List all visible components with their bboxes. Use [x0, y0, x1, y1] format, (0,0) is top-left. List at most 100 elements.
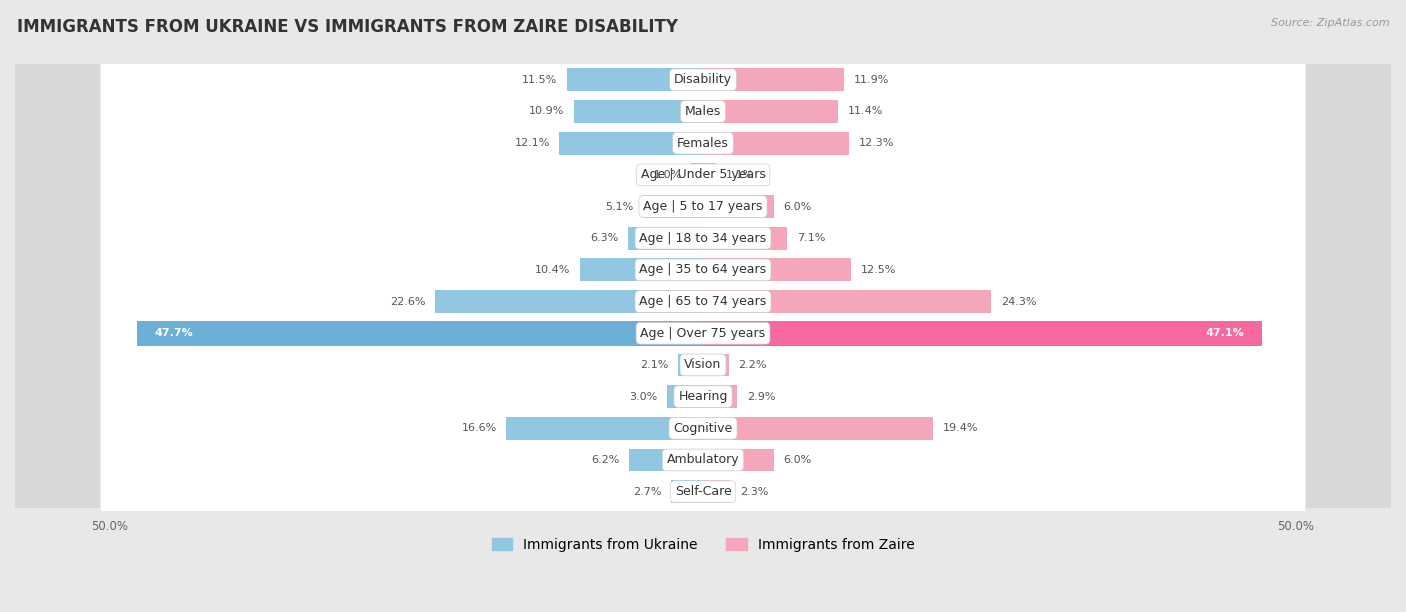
FancyBboxPatch shape	[100, 280, 1306, 323]
Text: 47.1%: 47.1%	[1205, 328, 1244, 338]
Bar	[671, 480, 703, 503]
Text: IMMIGRANTS FROM UKRAINE VS IMMIGRANTS FROM ZAIRE DISABILITY: IMMIGRANTS FROM UKRAINE VS IMMIGRANTS FR…	[17, 18, 678, 36]
Text: 5.1%: 5.1%	[605, 201, 633, 212]
Text: 2.9%: 2.9%	[747, 392, 775, 401]
Bar	[703, 480, 730, 503]
Bar	[138, 321, 703, 346]
Bar	[15, 191, 1391, 222]
FancyBboxPatch shape	[100, 58, 1306, 102]
Text: Ambulatory: Ambulatory	[666, 453, 740, 466]
Text: Males: Males	[685, 105, 721, 118]
Text: Self-Care: Self-Care	[675, 485, 731, 498]
Bar	[506, 417, 703, 439]
Bar	[15, 95, 1391, 127]
Text: 11.4%: 11.4%	[848, 106, 883, 116]
Text: Females: Females	[678, 136, 728, 150]
Bar	[668, 385, 703, 408]
Text: 6.0%: 6.0%	[783, 201, 811, 212]
Bar	[703, 69, 844, 91]
Text: Source: ZipAtlas.com: Source: ZipAtlas.com	[1271, 18, 1389, 28]
Text: 2.1%: 2.1%	[640, 360, 669, 370]
FancyBboxPatch shape	[100, 375, 1306, 419]
Text: 16.6%: 16.6%	[461, 424, 496, 433]
Text: Age | 65 to 74 years: Age | 65 to 74 years	[640, 295, 766, 308]
Bar	[434, 290, 703, 313]
Bar	[15, 444, 1391, 476]
Bar	[15, 222, 1391, 254]
Text: 12.1%: 12.1%	[515, 138, 550, 148]
Text: 10.4%: 10.4%	[534, 265, 571, 275]
FancyBboxPatch shape	[100, 312, 1306, 355]
FancyBboxPatch shape	[100, 185, 1306, 228]
Text: 11.9%: 11.9%	[853, 75, 889, 85]
Bar	[643, 195, 703, 218]
FancyBboxPatch shape	[100, 406, 1306, 450]
FancyBboxPatch shape	[100, 153, 1306, 196]
Text: Disability: Disability	[673, 73, 733, 86]
Text: Cognitive: Cognitive	[673, 422, 733, 435]
Bar	[703, 195, 775, 218]
Text: 19.4%: 19.4%	[942, 424, 979, 433]
Text: 6.2%: 6.2%	[592, 455, 620, 465]
Bar	[678, 354, 703, 376]
Text: 2.2%: 2.2%	[738, 360, 768, 370]
Legend: Immigrants from Ukraine, Immigrants from Zaire: Immigrants from Ukraine, Immigrants from…	[486, 532, 920, 558]
Bar	[567, 69, 703, 91]
Bar	[15, 286, 1391, 318]
Bar	[703, 354, 730, 376]
Bar	[703, 321, 1261, 346]
Text: 22.6%: 22.6%	[389, 297, 426, 307]
Text: Age | 18 to 34 years: Age | 18 to 34 years	[640, 232, 766, 245]
Bar	[703, 417, 934, 439]
Bar	[703, 449, 775, 471]
Bar	[703, 163, 716, 186]
Text: 1.0%: 1.0%	[654, 170, 682, 180]
FancyBboxPatch shape	[100, 343, 1306, 387]
Bar	[15, 412, 1391, 444]
Bar	[703, 258, 851, 282]
Text: 2.7%: 2.7%	[633, 487, 661, 497]
Bar	[15, 64, 1391, 95]
Bar	[692, 163, 703, 186]
Bar	[15, 349, 1391, 381]
Bar	[703, 227, 787, 250]
Bar	[703, 132, 849, 155]
Bar	[15, 127, 1391, 159]
Bar	[560, 132, 703, 155]
Text: 12.3%: 12.3%	[859, 138, 894, 148]
Bar	[579, 258, 703, 282]
Bar	[703, 385, 737, 408]
FancyBboxPatch shape	[100, 217, 1306, 260]
Text: Age | 35 to 64 years: Age | 35 to 64 years	[640, 263, 766, 277]
Bar	[703, 100, 838, 123]
Bar	[15, 476, 1391, 507]
Text: 7.1%: 7.1%	[797, 233, 825, 243]
Text: 11.5%: 11.5%	[522, 75, 557, 85]
FancyBboxPatch shape	[100, 89, 1306, 133]
Text: 12.5%: 12.5%	[860, 265, 896, 275]
FancyBboxPatch shape	[100, 121, 1306, 165]
Text: Vision: Vision	[685, 359, 721, 371]
Text: 1.1%: 1.1%	[725, 170, 754, 180]
Text: 2.3%: 2.3%	[740, 487, 768, 497]
Text: Age | Under 5 years: Age | Under 5 years	[641, 168, 765, 181]
FancyBboxPatch shape	[100, 470, 1306, 513]
Bar	[15, 254, 1391, 286]
Bar	[703, 290, 991, 313]
Text: Hearing: Hearing	[678, 390, 728, 403]
Text: 6.3%: 6.3%	[591, 233, 619, 243]
Text: Age | 5 to 17 years: Age | 5 to 17 years	[644, 200, 762, 213]
Bar	[574, 100, 703, 123]
Bar	[630, 449, 703, 471]
FancyBboxPatch shape	[100, 248, 1306, 292]
Bar	[15, 159, 1391, 191]
Text: Age | Over 75 years: Age | Over 75 years	[641, 327, 765, 340]
Text: 24.3%: 24.3%	[1001, 297, 1036, 307]
Text: 6.0%: 6.0%	[783, 455, 811, 465]
Text: 47.7%: 47.7%	[155, 328, 194, 338]
Bar	[628, 227, 703, 250]
Bar	[15, 318, 1391, 349]
FancyBboxPatch shape	[100, 438, 1306, 482]
Text: 3.0%: 3.0%	[630, 392, 658, 401]
Bar	[15, 381, 1391, 412]
